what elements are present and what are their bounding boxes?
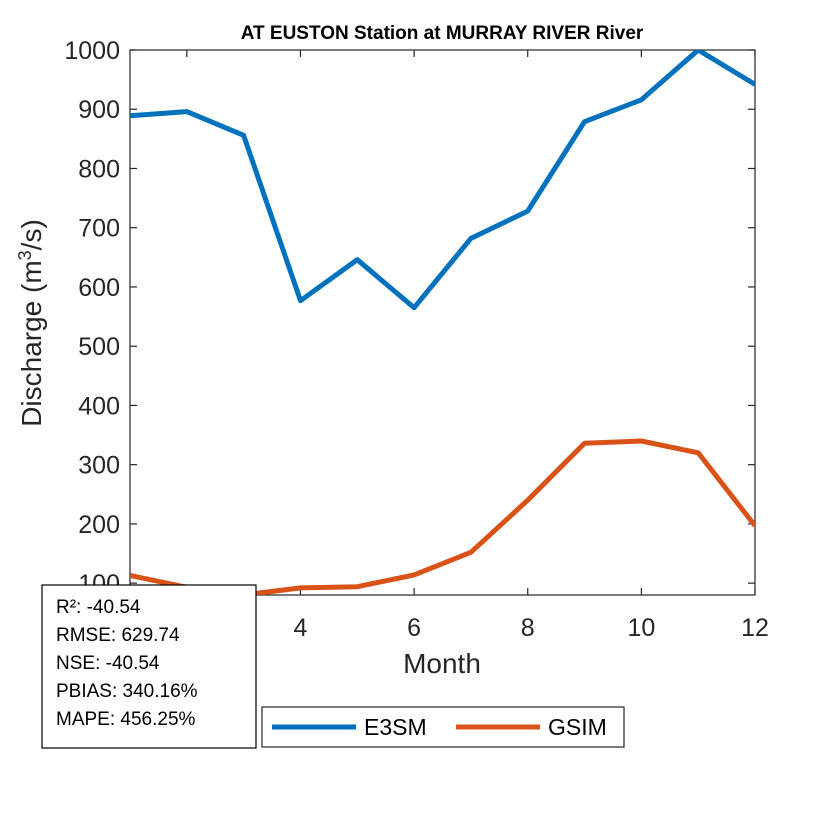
x-tick-label: 10 <box>627 614 655 642</box>
y-tick-label: 500 <box>78 333 120 361</box>
legend: E3SM GSIM <box>261 706 625 748</box>
y-tick-label: 200 <box>78 511 120 539</box>
legend-label-e3sm: E3SM <box>364 714 427 740</box>
y-tick-label: 900 <box>78 96 120 124</box>
chart-title: AT EUSTON Station at MURRAY RIVER River <box>241 23 644 44</box>
legend-label-gsim: GSIM <box>548 714 607 740</box>
metric-nse: NSE: -40.54 <box>56 653 160 674</box>
y-tick-label: 400 <box>78 392 120 420</box>
x-axis-label: Month <box>403 648 481 679</box>
metric-mape: MAPE: 456.25% <box>56 709 196 730</box>
x-tick-label: 8 <box>521 614 535 642</box>
metric-pbias: PBIAS: 340.16% <box>56 681 198 702</box>
y-axis-label: Discharge (m3/s) <box>15 219 47 427</box>
metrics-box-frame <box>41 584 257 749</box>
y-axis-label-main: Discharge (m <box>16 260 47 426</box>
x-ticks: 24681012 <box>180 50 769 642</box>
y-tick-label: 300 <box>78 452 120 480</box>
x-tick-label: 6 <box>407 614 421 642</box>
axes-box <box>129 49 756 596</box>
y-tick-label: 800 <box>78 155 120 183</box>
y-axis-label-end: /s) <box>16 219 47 250</box>
y-axis-label-superscript: 3 <box>15 250 35 260</box>
metric-rmse: RMSE: 629.74 <box>56 625 180 646</box>
series-line-e3sm <box>130 50 755 311</box>
x-tick-label: 12 <box>741 614 769 642</box>
y-tick-label: 1000 <box>64 37 120 65</box>
metrics-box: R²: -40.54 RMSE: 629.74 NSE: -40.54 PBIA… <box>41 584 257 749</box>
legend-frame <box>261 706 625 748</box>
x-tick-label: 4 <box>294 614 308 642</box>
y-tick-label: 700 <box>78 215 120 243</box>
y-tick-label: 600 <box>78 274 120 302</box>
metric-r2: R²: -40.54 <box>56 597 141 618</box>
